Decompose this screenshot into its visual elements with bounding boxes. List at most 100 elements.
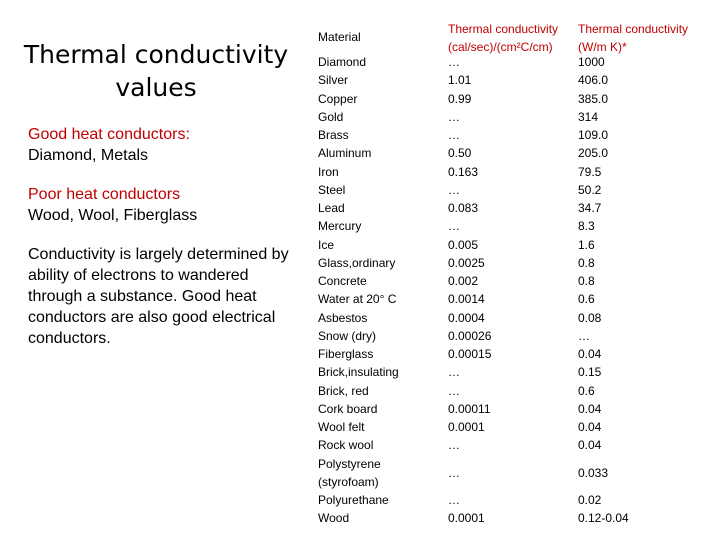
cell-cal: … [448,219,460,234]
cell-cal: 0.163 [448,164,479,179]
slide-title: Thermal conductivity values [23,40,289,102]
cell-si: 0.8 [578,274,595,288]
table-row: Steel … 50.2 [318,181,708,199]
header-si: Thermal conductivity (W/m K)* [578,22,689,54]
cell-si: 50.2 [578,182,602,197]
cell-cal: 0.00015 [448,347,492,361]
table-header: Material Thermal conductivity (cal/sec)/… [318,20,708,54]
cell-cal: 0.002 [448,274,479,288]
cell-cal: … [448,438,460,453]
cell-cal: 0.0014 [448,292,485,307]
table-row: Iron 0.163 79.5 [318,163,708,181]
cell-si: 109.0 [578,128,609,142]
cell-si: 385.0 [578,91,609,106]
cell-material: Copper [318,91,358,106]
cell-si: 0.04 [578,420,602,434]
table-row: Copper 0.99 385.0 [318,90,708,108]
cell-material: Water at 20° C [318,292,397,307]
cell-cal: 0.99 [448,91,472,106]
cell-cal: 0.0025 [448,255,485,270]
table-row: Aluminum 0.50 205.0 [318,144,708,162]
cell-material: Fiberglass [318,347,374,361]
cell-material: Wool felt [318,420,365,434]
cell-material: Diamond [318,55,367,69]
cell-si: 0.12-0.04 [578,511,629,526]
table-row: Brass … 109.0 [318,126,708,144]
table-row: Polyurethane … 0.02 [318,491,708,509]
cell-cal: 0.00011 [448,401,491,416]
cell-material: Asbestos [318,310,368,325]
table-row: Diamond … 1000 [318,53,708,71]
cell-material: Mercury [318,219,362,234]
cell-material: Concrete [318,274,367,288]
cell-material: Silver [318,73,349,88]
cell-si: 0.04 [578,401,602,416]
cell-material: Cork board [318,401,378,416]
cell-si: 314 [578,109,599,124]
table-body: Diamond … 1000 Silver 1.01 406.0 Copper 0.99 385… [318,53,708,528]
cell-material: Lead [318,201,345,215]
table-row: Snow (dry) 0.00026… [318,327,708,345]
cell-material: Gold [318,109,344,124]
table-row: Cork board 0.00011 0.04 [318,400,708,418]
poor-conductors-heading: Poor heat conductors [28,186,181,203]
cell-material: Snow (dry) [318,328,377,343]
cell-cal: 0.0004 [448,310,485,325]
table-row: Polystyrene (styrofoam) … 0.033 [318,455,708,492]
cell-cal: … [448,182,460,197]
cell-cal: … [448,465,460,480]
table-row: Mercury … 8.3 [318,217,708,235]
cell-material: Steel [318,182,346,197]
cell-si: 0.04 [578,438,602,453]
cell-si: 0.6 [578,292,595,307]
cell-cal: … [448,493,460,507]
table-row: Wool felt 0.0001 0.04 [318,418,708,436]
good-conductors-list: Diamond, Metals [28,147,149,164]
cell-si: 0.8 [578,255,595,270]
cell-material: Glass,ordinary [318,255,396,270]
cell-si: 1.6 [578,237,595,252]
cell-cal: … [448,365,460,380]
cell-si: 79.5 [578,164,602,179]
cell-cal: … [448,383,460,398]
cell-cal: … [448,55,460,69]
cell-material-line1: Polystyrene [318,456,381,471]
cell-cal: 0.0001 [448,420,485,434]
cell-si: 34.7 [578,201,602,215]
cell-si: 205.0 [578,146,609,161]
table-row: Fiberglass 0.00015 0.04 [318,345,708,363]
table-row: Ice 0.005 1.6 [318,236,708,254]
conductivity-table: Material Thermal conductivity (cal/sec)/… [318,20,708,528]
cell-cal: 0.005 [448,237,479,252]
cell-material-line2: (styrofoam) [318,474,379,489]
cell-si: 0.033 [578,465,609,480]
cell-cal: 1.01 [448,73,472,88]
cell-si: 406.0 [578,73,609,88]
table-row: Wood 0.0001 0.12-0.04 [318,509,708,527]
cell-cal: … [448,109,460,124]
cell-material: Ice [318,237,335,252]
table-row: Brick, red … 0.6 [318,382,708,400]
cell-cal: 0.50 [448,146,472,161]
cell-si: 0.02 [578,493,602,507]
cell-cal: … [448,128,460,142]
table-row: Asbestos 0.0004 0.08 [318,309,708,327]
cell-material: Brick, red [318,383,369,398]
table-row: Glass,ordinary 0.0025 0.8 [318,254,708,272]
cell-si: 0.15 [578,365,602,380]
good-conductors-section: Good heat conductors: Diamond, Metals [28,124,290,166]
cell-si: 0.6 [578,383,595,398]
cell-material: Wood [318,511,350,526]
cell-material: Iron [318,164,339,179]
cell-cal: 0.0001 [448,511,485,526]
poor-conductors-list: Wood, Wool, Fiberglass [28,207,198,224]
table-row: Silver 1.01 406.0 [318,71,708,89]
cell-material: Polyurethane [318,493,389,507]
cell-si: 8.3 [578,219,595,234]
cell-material: Brick,insulating [318,365,399,380]
header-cal: Thermal conductivity (cal/sec)/(cm²C/cm) [448,22,559,54]
cell-material: Polystyrene (styrofoam) [318,455,381,492]
conductivity-explanation: Conductivity is largely determined by ab… [28,246,289,347]
cell-si: 0.04 [578,347,602,361]
cell-si: 0.08 [578,310,602,325]
